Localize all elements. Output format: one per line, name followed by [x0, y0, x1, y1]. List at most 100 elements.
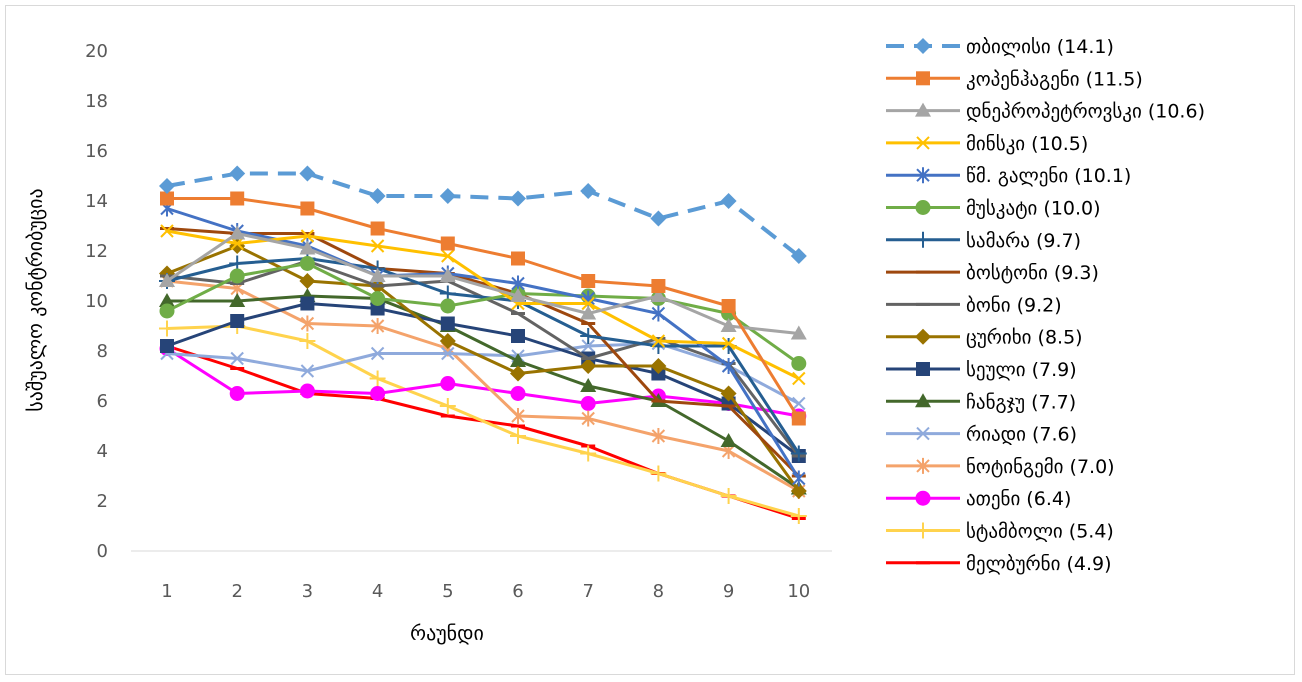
series-line — [166, 324, 800, 518]
data-point — [650, 288, 667, 302]
data-point — [510, 353, 526, 367]
series-layer — [159, 165, 807, 524]
legend-marker — [915, 38, 931, 54]
data-point — [230, 351, 244, 366]
data-point — [650, 465, 667, 482]
data-point — [229, 238, 246, 254]
legend-label: ბოსტონი (9.3) — [966, 262, 1099, 284]
data-point — [792, 371, 806, 386]
data-point — [230, 314, 245, 328]
data-point — [721, 299, 736, 313]
data-point — [370, 291, 386, 306]
series-line — [167, 197, 801, 420]
data-point — [300, 315, 315, 332]
series-line — [166, 232, 799, 335]
data-point — [299, 240, 316, 255]
data-point — [370, 239, 385, 253]
legend-label: წმ. გალენი (10.1) — [966, 165, 1131, 187]
data-point — [721, 358, 736, 374]
data-point — [511, 408, 525, 424]
data-point — [440, 316, 455, 331]
y-tick-label: 4 — [97, 441, 108, 462]
legend-label: დნეპროპეტროვსკი (10.6) — [966, 101, 1205, 123]
data-point — [299, 273, 316, 289]
legend-item: ცურიხი (8.5) — [886, 327, 1083, 349]
series-1 — [159, 165, 807, 264]
x-tick-label: 9 — [723, 581, 734, 602]
data-point — [159, 293, 175, 307]
x-tick-label: 7 — [582, 581, 593, 602]
series-line — [166, 262, 800, 365]
legend-marker — [915, 231, 931, 248]
legend-label: ნოტინგემი (7.0) — [966, 456, 1115, 478]
data-point — [650, 210, 667, 227]
y-tick-label: 16 — [85, 141, 108, 162]
y-axis-title: საშუალო კონტრიბუცია — [23, 188, 47, 411]
data-point — [159, 273, 175, 287]
data-point — [440, 298, 456, 314]
data-point — [720, 385, 737, 402]
y-tick-label: 14 — [85, 191, 108, 212]
data-point — [229, 386, 245, 401]
data-point — [159, 320, 175, 337]
legend-label: ბონი (9.2) — [966, 294, 1062, 316]
data-point — [370, 318, 385, 334]
y-tick-label: 6 — [97, 391, 108, 412]
data-point — [369, 268, 386, 282]
legend-item: ათენი (6.4) — [886, 488, 1071, 510]
y-tick-label: 12 — [85, 241, 108, 262]
data-point — [440, 376, 456, 391]
data-point — [581, 296, 595, 311]
data-point — [229, 165, 246, 182]
legend-item: თბილისი (14.1) — [886, 36, 1114, 58]
legend-label: კოპენჰაგენი (11.5) — [966, 68, 1143, 90]
data-point — [650, 358, 667, 374]
legend-marker — [916, 136, 930, 150]
data-point — [229, 293, 246, 307]
data-point — [229, 225, 246, 240]
legend-marker — [916, 71, 930, 86]
data-point — [369, 188, 386, 204]
series-line — [166, 257, 801, 455]
legend-label: ცურიხი (8.5) — [966, 327, 1083, 349]
legend-item: დნეპროპეტროვსკი (10.6) — [886, 101, 1205, 123]
legend-marker — [916, 457, 930, 474]
legend-marker — [915, 200, 931, 215]
x-tick-labels: 1 2 3 4 5 6 7 8 9 10 — [161, 581, 810, 602]
y-tick-label: 0 — [97, 541, 108, 562]
series-line — [166, 279, 800, 493]
y-tick-label: 20 — [85, 41, 108, 62]
data-point — [441, 346, 455, 361]
data-point — [790, 248, 807, 264]
series-line — [166, 244, 801, 492]
x-tick-label: 2 — [231, 581, 242, 602]
data-point — [580, 328, 597, 344]
data-point — [370, 346, 385, 361]
data-point — [651, 428, 666, 444]
series-2 — [160, 191, 806, 426]
x-tick-label: 4 — [372, 581, 383, 602]
data-point — [510, 428, 526, 444]
legend-label: რიადი (7.6) — [966, 424, 1077, 446]
data-point — [651, 334, 666, 348]
data-point — [299, 333, 316, 349]
series-line — [166, 347, 800, 418]
y-tick-label: 10 — [85, 291, 108, 312]
series-16 — [159, 318, 807, 524]
data-point — [790, 325, 807, 340]
data-point — [510, 190, 526, 207]
legend-label: მელბურნი (4.9) — [966, 553, 1112, 575]
data-point — [230, 191, 245, 206]
data-point — [580, 305, 597, 320]
data-point — [581, 274, 596, 288]
data-point — [651, 279, 666, 293]
data-point — [160, 339, 174, 353]
data-point — [369, 370, 386, 387]
data-point — [790, 483, 807, 499]
series-line — [166, 342, 800, 405]
legend-marker — [916, 167, 930, 184]
series-line — [166, 227, 800, 478]
data-point — [720, 488, 737, 504]
data-point — [792, 470, 806, 487]
data-point — [790, 508, 807, 524]
